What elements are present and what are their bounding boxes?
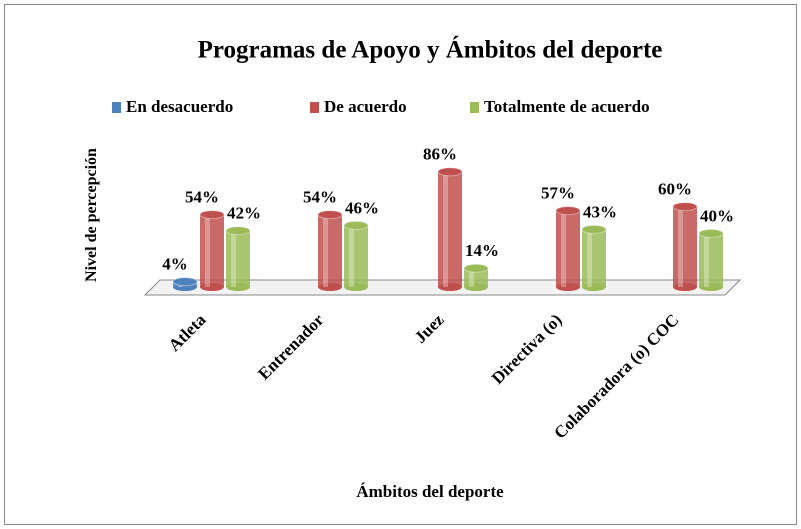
data-label: 54% <box>185 188 219 207</box>
data-label: 4% <box>162 255 188 274</box>
bar <box>698 228 724 291</box>
bar <box>437 167 463 291</box>
bar-shine <box>205 214 210 287</box>
bar <box>343 220 369 291</box>
bar <box>581 224 607 291</box>
data-label: 14% <box>465 241 499 260</box>
bar-body <box>318 214 342 287</box>
bar-top <box>555 206 581 216</box>
bar-shine <box>349 225 354 287</box>
legend-label: Totalmente de acuerdo <box>484 97 650 116</box>
bar-top <box>343 220 369 230</box>
legend-label: De acuerdo <box>324 97 407 116</box>
bar-body <box>699 233 723 287</box>
bar-shine <box>469 268 474 287</box>
chart-title: Programas de Apoyo y Ámbitos del deporte <box>198 36 663 64</box>
legend-swatch <box>112 102 121 113</box>
bar <box>225 226 251 291</box>
bar <box>317 210 343 291</box>
data-label: 60% <box>658 180 692 199</box>
legend-swatch <box>310 102 319 113</box>
bar-top <box>225 226 251 236</box>
bar-body <box>582 229 606 287</box>
bar-shine <box>704 233 709 287</box>
data-label: 43% <box>583 202 617 221</box>
bar-shine <box>443 171 448 287</box>
chart-border <box>4 4 797 525</box>
bar-top <box>463 263 489 273</box>
data-label: 57% <box>541 184 575 203</box>
bar-body <box>438 171 462 287</box>
bar-body <box>344 225 368 287</box>
bar-top <box>317 210 343 220</box>
data-label: 46% <box>345 198 379 217</box>
legend-swatch <box>470 102 479 113</box>
bar-top <box>698 228 724 238</box>
y-axis-label-text: Nivel de percepción <box>83 148 100 282</box>
bar <box>172 277 198 291</box>
bar-top <box>672 202 698 212</box>
bar-body <box>673 206 697 287</box>
x-axis-label: Ámbitos del deporte <box>356 482 504 501</box>
bar-body <box>464 268 488 287</box>
bar-shine <box>231 230 236 287</box>
data-label: 42% <box>227 204 261 223</box>
bar-body <box>200 214 224 287</box>
y-axis-label: Nivel de percepción <box>83 148 100 282</box>
bar <box>672 202 698 291</box>
bar-shine <box>323 214 328 287</box>
bar-body <box>556 210 580 287</box>
bar-shine <box>587 229 592 287</box>
bar-top <box>199 210 225 220</box>
legend-label: En desacuerdo <box>126 97 233 116</box>
bar-body <box>226 230 250 287</box>
data-label: 86% <box>423 145 457 164</box>
bar <box>555 206 581 291</box>
bar-top <box>437 167 463 177</box>
bar <box>463 263 489 291</box>
data-label: 54% <box>303 188 337 207</box>
bar-top <box>581 224 607 234</box>
bar <box>199 210 225 291</box>
bar-top <box>172 277 198 287</box>
data-label: 40% <box>700 206 734 225</box>
bar-shine <box>561 210 566 287</box>
bar-shine <box>678 206 683 287</box>
